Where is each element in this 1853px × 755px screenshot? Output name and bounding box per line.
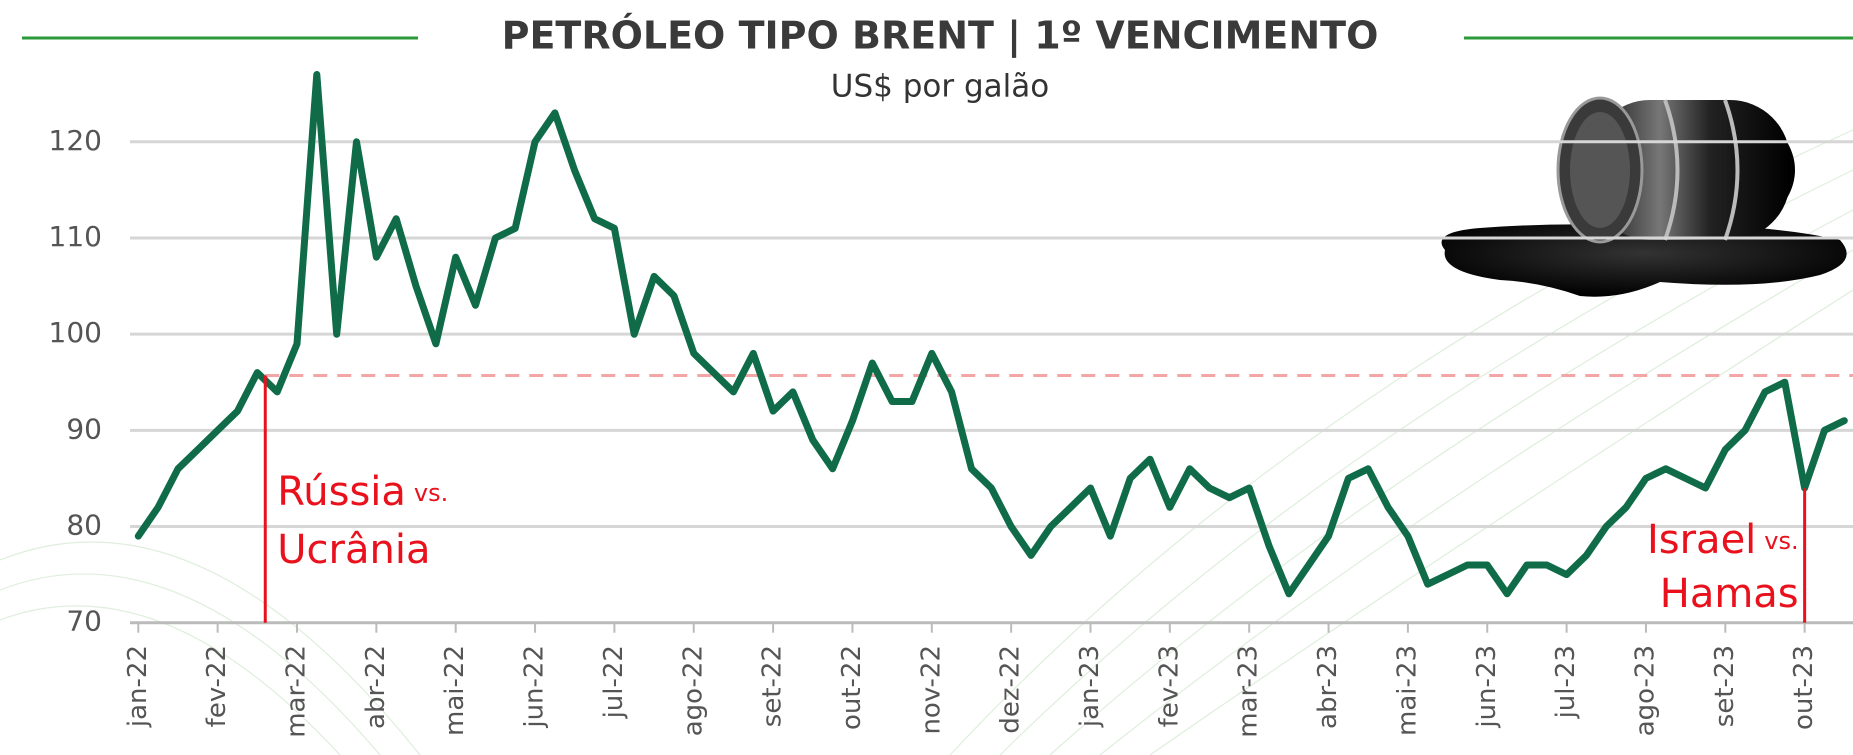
- x-tick-label: out-22: [837, 645, 867, 730]
- x-tick-label: jul-23: [1551, 645, 1581, 719]
- y-tick-label: 110: [49, 220, 102, 253]
- annotation-label: Hamas: [1660, 571, 1799, 617]
- x-tick-label: mar-22: [282, 645, 312, 738]
- annotation-label: Rússia vs.: [277, 469, 448, 515]
- x-tick-label: abr-23: [1313, 645, 1343, 729]
- x-tick-label: jan-22: [123, 645, 153, 728]
- y-tick-label: 120: [49, 124, 102, 157]
- x-tick-label: jan-23: [1075, 645, 1105, 728]
- x-tick-label: mai-22: [440, 645, 470, 736]
- y-tick-label: 90: [66, 412, 102, 445]
- x-tick-label: jun-22: [520, 645, 550, 729]
- annotation-text: Rússia: [277, 469, 406, 515]
- x-tick-label: out-23: [1789, 645, 1819, 730]
- y-tick-label: 100: [49, 316, 102, 349]
- x-tick-label: set-22: [758, 645, 788, 727]
- chart-subtitle: US$ por galão: [831, 69, 1049, 105]
- x-tick-label: mar-23: [1234, 645, 1264, 738]
- y-tick-label: 70: [66, 605, 102, 638]
- x-tick-label: ago-22: [678, 645, 708, 736]
- annotation-connector: vs.: [1764, 527, 1798, 555]
- annotation-label: Ucrânia: [277, 527, 430, 573]
- x-tick-label: nov-22: [916, 645, 946, 735]
- x-tick-label: fev-22: [202, 645, 232, 727]
- x-tick-label: dez-22: [996, 645, 1026, 734]
- annotation-text: Israel: [1647, 517, 1756, 563]
- y-tick-label: 80: [66, 509, 102, 542]
- x-tick-label: mai-23: [1392, 645, 1422, 736]
- chart: PETRÓLEO TIPO BRENT | 1º VENCIMENTO US$ …: [0, 0, 1853, 755]
- x-tick-label: abr-22: [361, 645, 391, 729]
- x-tick-label: jun-23: [1472, 645, 1502, 729]
- barrel-illustration: [1442, 98, 1847, 297]
- annotation-connector: vs.: [414, 479, 448, 507]
- chart-title: PETRÓLEO TIPO BRENT | 1º VENCIMENTO: [502, 14, 1379, 59]
- x-tick-label: fev-23: [1154, 645, 1184, 727]
- annotation-label: Israel vs.: [1647, 517, 1799, 563]
- x-tick-label: ago-23: [1630, 645, 1660, 736]
- x-tick-label: jul-22: [599, 645, 629, 719]
- x-tick-label: set-23: [1710, 645, 1740, 727]
